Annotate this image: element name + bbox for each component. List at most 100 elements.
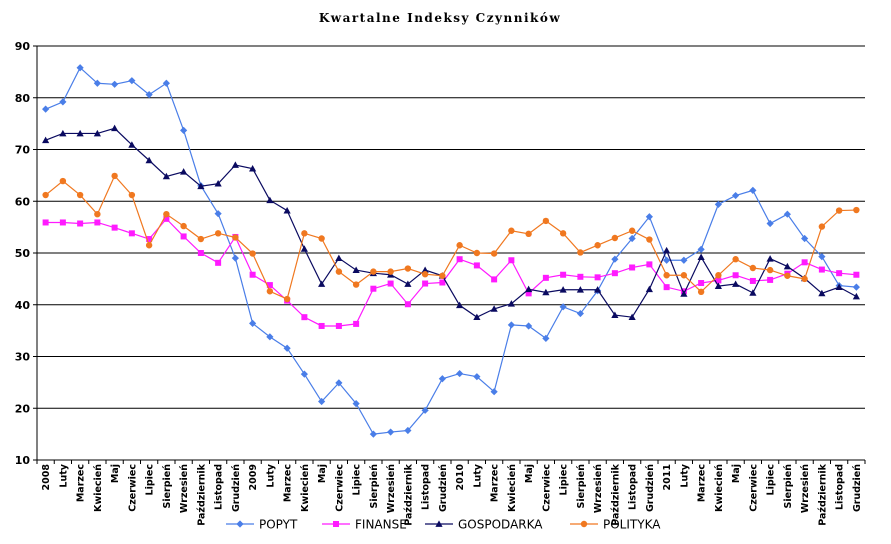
x-tick-label: Lipiec <box>145 464 156 495</box>
data-point-finanse <box>629 264 636 271</box>
x-tick-label: Maj <box>317 464 328 483</box>
data-point-polityka <box>732 256 739 263</box>
x-tick-label: 2008 <box>41 464 52 491</box>
legend-item-polityka: POLITYKA <box>570 518 661 532</box>
data-point-popyt <box>456 369 464 378</box>
data-point-gospodarka <box>421 266 429 273</box>
x-tick-label: Czerwiec <box>334 464 345 512</box>
data-point-finanse <box>439 279 446 286</box>
x-tick-label: Grudzień <box>852 464 863 512</box>
data-point-polityka <box>163 210 170 218</box>
data-point-finanse <box>456 256 463 263</box>
data-point-polityka <box>318 235 325 242</box>
data-point-polityka <box>594 242 601 249</box>
data-point-gospodarka <box>525 285 533 293</box>
data-point-gospodarka <box>231 161 239 168</box>
data-point-finanse <box>732 272 739 279</box>
series-polityka <box>42 172 860 303</box>
data-point-gospodarka <box>507 300 515 307</box>
data-point-popyt <box>352 399 360 408</box>
data-point-popyt <box>300 370 308 378</box>
data-point-gospodarka <box>714 282 722 289</box>
data-point-popyt <box>421 406 429 414</box>
x-tick-label: Październik <box>403 463 414 525</box>
data-point-popyt <box>266 333 274 341</box>
legend-marker <box>435 520 443 527</box>
data-point-popyt <box>628 234 636 243</box>
legend-item-finanse: FINANSE <box>322 518 407 532</box>
data-point-polityka <box>818 223 826 230</box>
x-tick-label: Czerwiec <box>541 464 552 512</box>
x-tick-label: Październik <box>817 463 828 525</box>
x-tick-label: Listopad <box>628 464 639 510</box>
data-point-gospodarka <box>180 168 188 175</box>
series-group <box>42 64 860 438</box>
data-point-finanse <box>422 280 429 287</box>
x-tick-label: Październik <box>196 463 207 525</box>
legend-item-gospodarka: GOSPODARKA <box>425 518 543 532</box>
x-tick-label: Grudzień <box>231 464 242 512</box>
x-tick-label: 2009 <box>248 464 259 490</box>
data-point-popyt <box>180 126 188 134</box>
data-point-polityka <box>335 268 343 275</box>
x-tick-label: Maj <box>110 464 121 483</box>
data-point-popyt <box>76 64 84 72</box>
data-point-finanse <box>646 261 653 268</box>
data-point-popyt <box>732 191 740 200</box>
data-point-finanse <box>266 282 273 289</box>
data-point-gospodarka <box>93 129 101 137</box>
x-tick-label: Wrzesień <box>179 464 190 513</box>
chart-title: Kwartalne Indeksy Czynników <box>319 11 561 25</box>
data-point-gospodarka <box>835 283 843 291</box>
data-point-popyt <box>473 373 481 381</box>
x-tick-label: Wrzesień <box>800 464 811 513</box>
y-tick-label: 70 <box>15 144 31 157</box>
data-point-gospodarka <box>594 286 602 293</box>
data-point-popyt <box>818 253 826 261</box>
data-point-finanse <box>560 271 567 278</box>
legend-label: POPYT <box>259 518 298 532</box>
data-point-finanse <box>301 314 308 321</box>
data-point-polityka <box>663 272 670 279</box>
x-tick-label: Grudzień <box>645 464 656 512</box>
y-tick-label: 80 <box>15 92 31 105</box>
data-point-popyt <box>438 375 446 383</box>
data-point-popyt <box>59 98 67 106</box>
data-point-polityka <box>853 206 860 214</box>
data-point-polityka <box>715 272 722 279</box>
y-tick-label: 90 <box>15 40 31 53</box>
data-point-polityka <box>439 272 446 279</box>
data-point-polityka <box>680 272 688 279</box>
data-point-polityka <box>145 242 153 249</box>
y-tick-label: 30 <box>15 351 31 364</box>
data-point-popyt <box>111 80 119 88</box>
data-point-popyt <box>404 426 412 435</box>
x-tick-label: Kwiecień <box>714 464 725 512</box>
data-point-finanse <box>749 277 756 284</box>
data-point-popyt <box>369 430 377 438</box>
data-point-finanse <box>387 280 394 287</box>
data-point-gospodarka <box>128 141 136 148</box>
data-point-popyt <box>801 234 809 243</box>
data-point-polityka <box>490 250 498 257</box>
data-point-gospodarka <box>766 255 774 262</box>
data-point-popyt <box>766 219 774 228</box>
data-point-popyt <box>128 77 136 85</box>
data-point-gospodarka <box>783 262 791 270</box>
data-point-finanse <box>128 230 135 237</box>
data-point-popyt <box>507 321 515 329</box>
data-point-popyt <box>645 213 653 221</box>
data-point-gospodarka <box>559 286 567 293</box>
data-point-polityka <box>766 266 774 274</box>
data-point-gospodarka <box>663 246 671 254</box>
data-point-gospodarka <box>697 253 705 261</box>
data-point-polityka <box>42 191 49 199</box>
series-line-popyt <box>45 66 857 435</box>
series-finanse <box>42 215 860 329</box>
data-point-gospodarka <box>576 286 584 293</box>
x-tick-label: Luty <box>472 463 483 487</box>
x-tick-label: Listopad <box>421 464 432 510</box>
y-axis: 10 20 30 40 50 60 70 80 90 <box>15 40 38 467</box>
data-point-gospodarka <box>42 136 50 144</box>
data-point-gospodarka <box>59 129 67 137</box>
